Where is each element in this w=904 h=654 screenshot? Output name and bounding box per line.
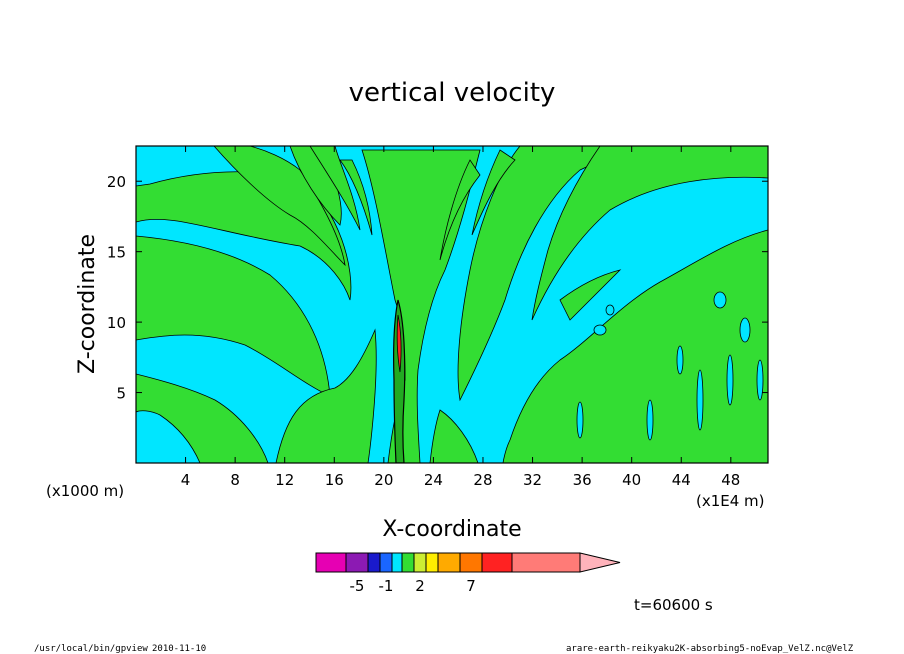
x-tick-label: 4 [181,471,191,489]
core-max-updraft [396,314,402,373]
colorbar [315,552,621,573]
negative-velocity-patch [713,291,727,309]
negative-velocity-patch [576,401,584,439]
chart-title: vertical velocity [349,78,556,108]
plot-frame [135,145,769,464]
positive-velocity-region [471,149,516,236]
x-tick-label: 20 [374,471,393,489]
plot-area [136,146,768,463]
x-tick-label: 28 [473,471,492,489]
negative-velocity-patch [593,324,607,336]
x-tick-label: 44 [672,471,691,489]
x-scale-note-right: (x1E4 m) [696,492,765,510]
positive-velocity-region [213,146,346,267]
negative-velocity-patch [605,304,615,316]
x-tick-label: 16 [325,471,344,489]
y-axis-label: Z-coordinate [75,234,100,374]
footer-source: arare-earth-reikyaku2K-absorbing5-noEvap… [566,644,854,654]
colorbar-segment [413,552,427,573]
colorbar-segment [511,552,581,573]
positive-velocity-region [429,409,479,463]
negative-velocity-patch [696,369,704,431]
colorbar-segment [425,552,439,573]
y-tick-label: 15 [107,244,126,262]
positive-velocity-region [531,146,768,321]
x-tick-label: 40 [622,471,641,489]
colorbar-segment [367,552,381,573]
colorbar-segment [459,552,483,573]
negative-velocity-patch [646,399,654,441]
time-label: t=60600 s [634,596,713,614]
colorbar-tick-label: 7 [466,577,476,595]
core-outline [393,299,406,463]
negative-velocity-patch [756,359,764,401]
colorbar-segment [391,552,403,573]
y-axis: 5 10 15 20 [107,173,768,403]
colorbar-segment [379,552,393,573]
x-scale-note-left: (x1000 m) [46,482,124,500]
x-tick-label: 48 [721,471,740,489]
positive-velocity-region [439,159,481,261]
updraft-core [393,299,406,463]
y-tick-label: 20 [107,173,126,191]
colorbar-arrow [579,552,621,573]
positive-velocity-region [275,328,377,463]
y-tick-label: 5 [116,385,126,403]
x-tick-label: 36 [573,471,592,489]
colorbar-tick-label: -1 [379,577,394,595]
x-axis-label: X-coordinate [382,517,521,542]
footer-date: 2010-11-10 [152,644,206,654]
positive-velocity-region [559,269,622,321]
positive-velocity-regions [136,146,768,463]
colorbar-segment [315,552,347,573]
y-tick-label: 10 [107,314,126,332]
colorbar-tick-labels: -5 -1 2 7 [350,577,476,595]
x-tick-label: 12 [275,471,294,489]
x-tick-label: 32 [523,471,542,489]
colorbar-segment [437,552,461,573]
colorbar-tick-label: -5 [350,577,365,595]
colorbar-tick-label: 2 [415,577,425,595]
colorbar-segment [481,552,513,573]
footer-program: /usr/local/bin/gpview [34,644,148,654]
colorbar-segment [345,552,369,573]
colorbar-segment [401,552,415,573]
x-tick-label: 24 [424,471,443,489]
positive-velocity-region [339,159,373,236]
negative-velocity-patch [726,354,734,406]
negative-velocity-patch [676,345,684,375]
negative-velocity-patch [739,317,751,343]
x-axis: 4 8 12 16 20 24 28 32 36 40 44 48 [181,146,740,489]
x-tick-label: 8 [230,471,240,489]
